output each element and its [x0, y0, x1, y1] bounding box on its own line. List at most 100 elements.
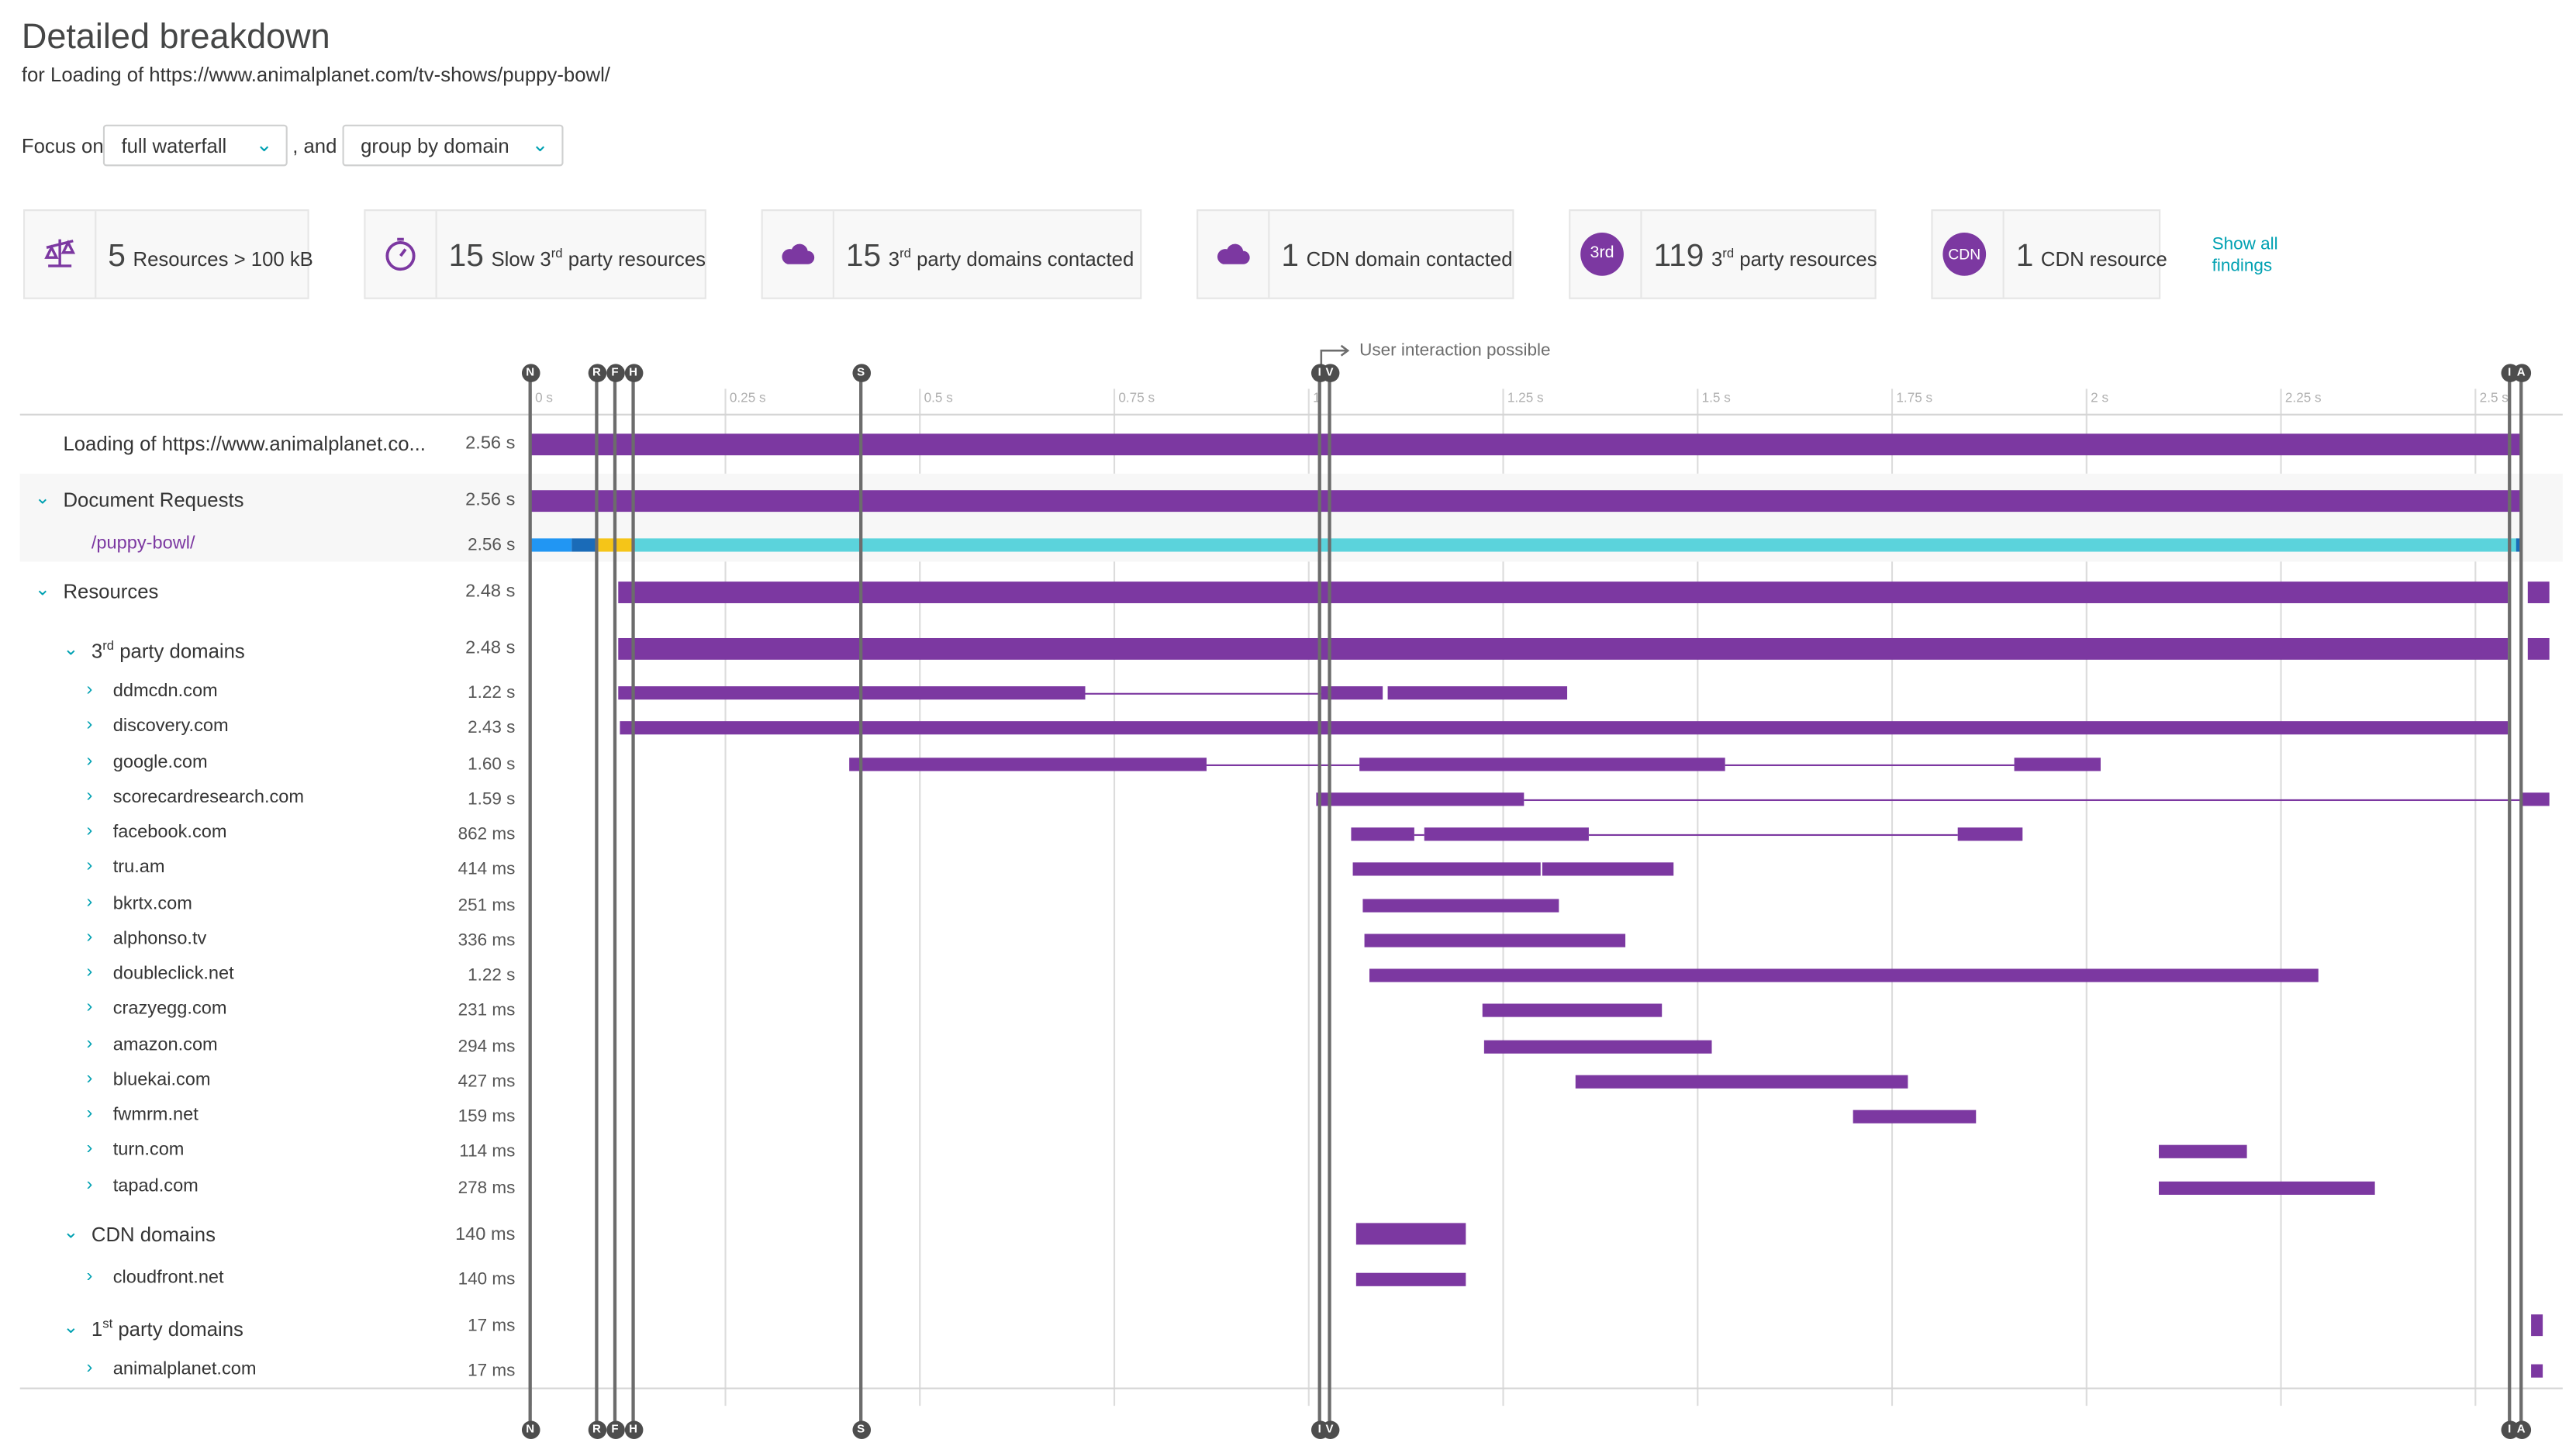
expand-chevron-icon[interactable]: ›: [86, 751, 93, 771]
row-cloudfront-label[interactable]: cloudfront.net: [112, 1268, 224, 1288]
bar-scorecardresearch[interactable]: [2521, 792, 2550, 806]
bar-tru-am[interactable]: [1352, 862, 1541, 876]
finding-third-party-resources[interactable]: 3rd 119 3rd party resources: [1569, 209, 1877, 299]
bar-cloudfront[interactable]: [1355, 1272, 1466, 1286]
bar-facebook[interactable]: [1957, 827, 2023, 841]
expand-chevron-icon[interactable]: ›: [86, 1103, 93, 1123]
finding-cdn-domain[interactable]: 1 CDN domain contacted: [1196, 209, 1514, 299]
row-document-requests-label[interactable]: Document Requests: [63, 488, 244, 513]
finding-slow-third-party[interactable]: 15 Slow 3rd party resources: [364, 209, 706, 299]
bar-third-party[interactable]: [2527, 637, 2550, 660]
bar-ddmcdn[interactable]: [1387, 686, 1568, 700]
row-domain-label[interactable]: tru.am: [112, 857, 165, 878]
row-domain-label[interactable]: tapad.com: [112, 1176, 199, 1197]
row-first-party-label[interactable]: 1st party domains: [91, 1316, 243, 1341]
marker-top[interactable]: H: [623, 363, 643, 381]
bar-animalplanet[interactable]: [2531, 1364, 2543, 1378]
row-domain-label[interactable]: amazon.com: [112, 1035, 218, 1055]
marker-bottom[interactable]: H: [623, 1420, 643, 1438]
marker-bottom[interactable]: V: [1320, 1420, 1339, 1438]
expand-chevron-icon[interactable]: ›: [86, 892, 93, 913]
bar-bkrtx[interactable]: [1362, 899, 1559, 913]
row-domain-label[interactable]: alphonso.tv: [112, 929, 207, 949]
expand-chevron-icon[interactable]: ›: [86, 927, 93, 947]
row-domain-label[interactable]: ddmcdn.com: [112, 681, 218, 702]
bar-fwmrm[interactable]: [1853, 1110, 1977, 1123]
bar-google[interactable]: [849, 758, 1207, 771]
expand-chevron-icon[interactable]: ›: [86, 679, 93, 700]
bar-turn[interactable]: [2159, 1144, 2247, 1158]
show-all-findings-link[interactable]: Show all findings: [2212, 234, 2278, 276]
bar-google[interactable]: [1359, 758, 1725, 771]
row-domain-label[interactable]: facebook.com: [112, 822, 227, 843]
bar-crazyegg[interactable]: [1482, 1003, 1663, 1017]
bar-bluekai[interactable]: [1575, 1075, 1908, 1089]
finding-cdn-resource[interactable]: CDN 1 CDN resource: [1931, 209, 2167, 299]
marker-top[interactable]: S: [851, 363, 870, 381]
expand-chevron-icon[interactable]: ›: [86, 820, 93, 841]
bar-resources[interactable]: [2527, 582, 2550, 603]
collapse-chevron-icon[interactable]: ⌄: [35, 579, 50, 600]
row-domain-label[interactable]: doubleclick.net: [112, 964, 234, 984]
focus-dropdown[interactable]: full waterfall ⌄: [102, 124, 288, 167]
collapse-chevron-icon[interactable]: ⌄: [63, 1223, 79, 1244]
marker-top[interactable]: V: [1320, 363, 1339, 381]
row-domain-label[interactable]: turn.com: [112, 1140, 185, 1160]
expand-chevron-icon[interactable]: ›: [86, 1357, 93, 1378]
row-domain-label[interactable]: bkrtx.com: [112, 894, 192, 914]
row-domain-label[interactable]: fwmrm.net: [112, 1105, 199, 1125]
bar-loading[interactable]: [530, 433, 2522, 456]
row-domain-label[interactable]: scorecardresearch.com: [112, 787, 305, 808]
bar-discovery[interactable]: [620, 721, 2509, 735]
group-dropdown[interactable]: group by domain ⌄: [342, 124, 564, 167]
marker-top[interactable]: N: [520, 363, 540, 381]
bar-puppy-bowl-download[interactable]: [633, 538, 2518, 552]
marker-top[interactable]: A: [2512, 363, 2531, 381]
row-resources-label[interactable]: Resources: [63, 579, 159, 603]
marker-bottom[interactable]: F: [606, 1420, 624, 1438]
row-animalplanet-label[interactable]: animalplanet.com: [112, 1359, 257, 1379]
row-cdn-domains-label[interactable]: CDN domains: [91, 1223, 216, 1247]
bar-third-party[interactable]: [618, 637, 2509, 660]
expand-chevron-icon[interactable]: ›: [86, 961, 93, 982]
bar-cdn-domains[interactable]: [1355, 1223, 1466, 1245]
bar-doubleclick[interactable]: [1369, 968, 2319, 982]
bar-puppy-bowl-connect[interactable]: [571, 538, 599, 552]
marker-top[interactable]: R: [587, 363, 606, 381]
bar-puppy-bowl-end[interactable]: [2516, 538, 2522, 552]
bar-google[interactable]: [2014, 758, 2101, 771]
bar-puppy-bowl-dns[interactable]: [530, 538, 572, 552]
row-domain-label[interactable]: google.com: [112, 752, 208, 773]
marker-top[interactable]: F: [606, 363, 624, 381]
bar-facebook[interactable]: [1351, 827, 1414, 841]
bar-tapad[interactable]: [2159, 1181, 2375, 1195]
expand-chevron-icon[interactable]: ›: [86, 1068, 93, 1089]
expand-chevron-icon[interactable]: ›: [86, 855, 93, 876]
expand-chevron-icon[interactable]: ›: [86, 1266, 93, 1286]
bar-ddmcdn[interactable]: [1321, 686, 1383, 700]
collapse-chevron-icon[interactable]: ⌄: [63, 1317, 79, 1338]
finding-large-resources[interactable]: 5 Resources > 100 kB: [23, 209, 313, 299]
expand-chevron-icon[interactable]: ›: [86, 996, 93, 1017]
marker-bottom[interactable]: R: [587, 1420, 606, 1438]
bar-tru-am[interactable]: [1542, 862, 1674, 876]
collapse-chevron-icon[interactable]: ⌄: [63, 640, 79, 660]
collapse-chevron-icon[interactable]: ⌄: [35, 488, 50, 509]
marker-bottom[interactable]: A: [2512, 1420, 2531, 1438]
row-loading-label[interactable]: Loading of https://www.animalplanet.co..…: [63, 432, 426, 456]
expand-chevron-icon[interactable]: ›: [86, 1175, 93, 1195]
bar-document-requests[interactable]: [530, 490, 2522, 513]
bar-resources[interactable]: [618, 582, 2509, 603]
bar-facebook[interactable]: [1424, 827, 1589, 841]
bar-first-party[interactable]: [2531, 1314, 2543, 1337]
expand-chevron-icon[interactable]: ›: [86, 785, 93, 806]
row-domain-label[interactable]: bluekai.com: [112, 1070, 211, 1090]
finding-third-party-domains[interactable]: 15 3rd party domains contacted: [761, 209, 1142, 299]
bar-alphonso[interactable]: [1364, 934, 1626, 947]
marker-bottom[interactable]: S: [851, 1420, 870, 1438]
row-domain-label[interactable]: discovery.com: [112, 716, 229, 737]
bar-ddmcdn[interactable]: [618, 686, 1086, 700]
bar-amazon[interactable]: [1483, 1040, 1712, 1054]
bar-scorecardresearch[interactable]: [1316, 792, 1525, 806]
expand-chevron-icon[interactable]: ›: [86, 1034, 93, 1054]
